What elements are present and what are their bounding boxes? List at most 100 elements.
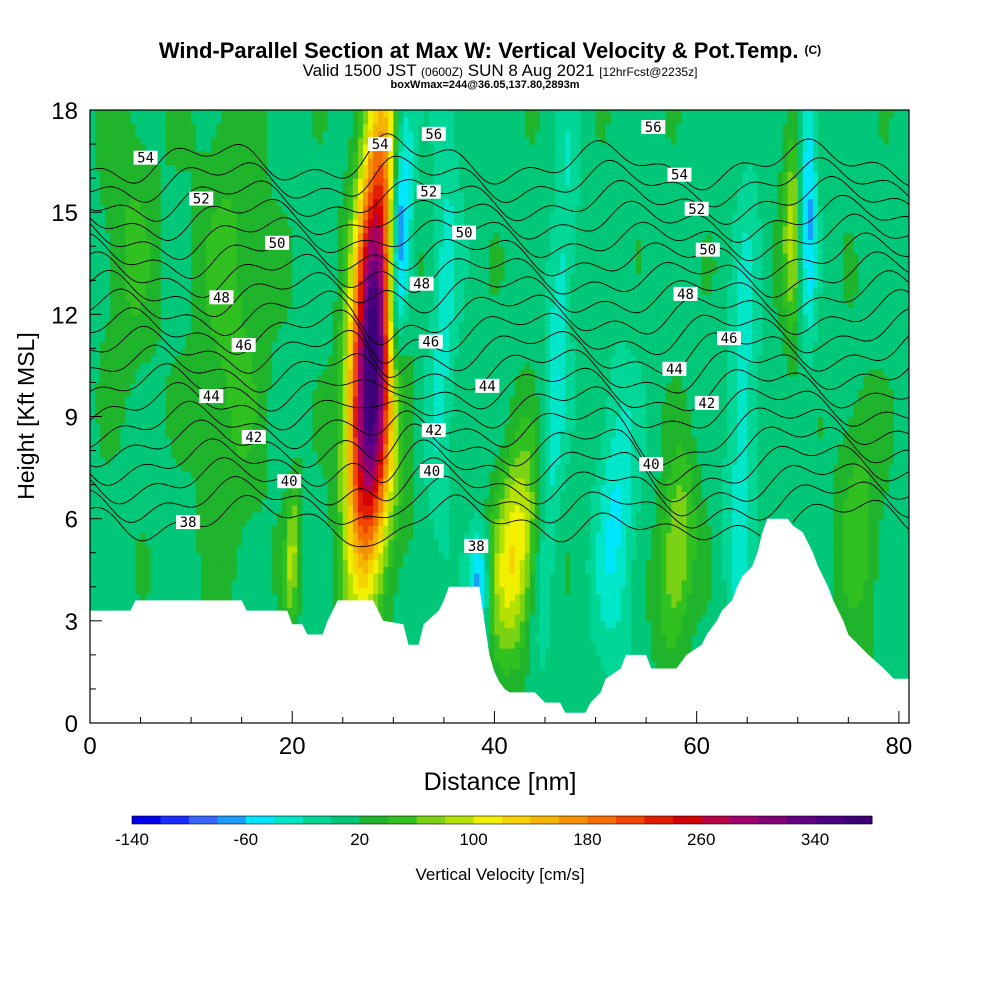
w-cell	[110, 518, 116, 527]
w-cell	[307, 423, 314, 431]
w-cell	[221, 232, 228, 241]
w-cell	[100, 545, 106, 554]
w-cell	[327, 450, 334, 458]
w-cell	[191, 327, 197, 336]
w-cell	[206, 184, 212, 193]
w-cell	[352, 225, 359, 234]
w-cell	[272, 457, 278, 465]
w-cell	[211, 464, 217, 472]
w-cell	[95, 552, 101, 561]
w-cell	[251, 191, 258, 200]
w-cell	[160, 457, 167, 465]
w-cell	[186, 225, 192, 234]
w-cell	[266, 389, 273, 397]
w-cell	[241, 566, 248, 574]
w-cell	[312, 198, 319, 206]
w-cell	[110, 443, 116, 452]
w-cell	[140, 573, 147, 581]
w-cell	[155, 273, 162, 281]
w-cell	[272, 273, 278, 281]
w-cell	[241, 593, 248, 601]
w-cell	[292, 464, 298, 472]
w-cell	[312, 266, 319, 275]
w-cell	[191, 545, 197, 554]
w-cell	[363, 293, 369, 302]
w-cell	[155, 225, 162, 234]
w-cell	[302, 300, 308, 309]
w-cell	[135, 457, 142, 465]
w-cell	[246, 198, 253, 206]
w-cell	[135, 362, 142, 370]
w-cell	[100, 293, 106, 302]
w-cell	[317, 402, 324, 411]
w-cell	[337, 402, 344, 411]
w-cell	[115, 470, 121, 479]
w-cell	[236, 396, 243, 404]
w-cell	[201, 539, 207, 547]
w-cell	[352, 212, 359, 220]
w-cell	[216, 539, 223, 547]
w-cell	[297, 450, 303, 458]
w-cell	[287, 498, 293, 506]
w-cell	[216, 110, 223, 118]
w-cell	[317, 293, 324, 302]
w-cell	[317, 253, 324, 261]
w-cell	[206, 150, 212, 159]
w-cell	[231, 178, 238, 186]
w-cell	[327, 334, 334, 343]
w-cell	[165, 539, 172, 547]
w-cell	[145, 396, 152, 404]
w-cell	[100, 436, 106, 445]
w-cell	[201, 457, 207, 465]
w-cell	[105, 259, 111, 268]
w-cell	[307, 110, 314, 118]
w-cell	[277, 552, 283, 561]
w-cell	[105, 552, 111, 561]
w-cell	[297, 566, 303, 574]
w-cell	[196, 171, 202, 179]
w-cell	[357, 389, 364, 397]
w-cell	[272, 300, 278, 309]
w-cell	[226, 334, 233, 343]
w-cell	[90, 184, 96, 193]
w-cell	[272, 491, 278, 499]
w-cell	[206, 266, 212, 275]
w-cell	[282, 307, 288, 315]
w-cell	[231, 566, 238, 574]
w-cell	[135, 416, 142, 424]
w-cell	[165, 409, 172, 418]
w-cell	[145, 477, 152, 486]
w-cell	[226, 157, 233, 166]
w-cell	[357, 368, 364, 377]
w-cell	[140, 239, 147, 247]
w-cell	[236, 566, 243, 574]
w-cell	[90, 539, 96, 547]
w-cell	[337, 300, 344, 309]
w-cell	[236, 389, 243, 397]
w-cell	[246, 259, 253, 268]
w-cell	[201, 212, 207, 220]
w-cell	[317, 287, 324, 295]
w-cell	[363, 552, 369, 561]
w-cell	[140, 505, 147, 513]
w-cell	[145, 355, 152, 363]
w-cell	[135, 382, 142, 390]
w-cell	[307, 178, 314, 186]
w-cell	[201, 287, 207, 295]
w-cell	[181, 171, 187, 179]
w-cell	[287, 259, 293, 268]
w-cell	[363, 491, 369, 499]
w-cell	[165, 232, 172, 241]
w-cell	[297, 130, 303, 138]
w-cell	[287, 566, 293, 574]
w-cell	[201, 573, 207, 581]
w-cell	[272, 389, 278, 397]
w-cell	[145, 225, 152, 234]
w-cell	[211, 457, 217, 465]
w-cell	[347, 239, 354, 247]
w-cell	[256, 314, 263, 322]
w-cell	[337, 430, 344, 438]
w-cell	[297, 123, 303, 132]
w-cell	[181, 375, 187, 384]
w-cell	[272, 436, 278, 445]
